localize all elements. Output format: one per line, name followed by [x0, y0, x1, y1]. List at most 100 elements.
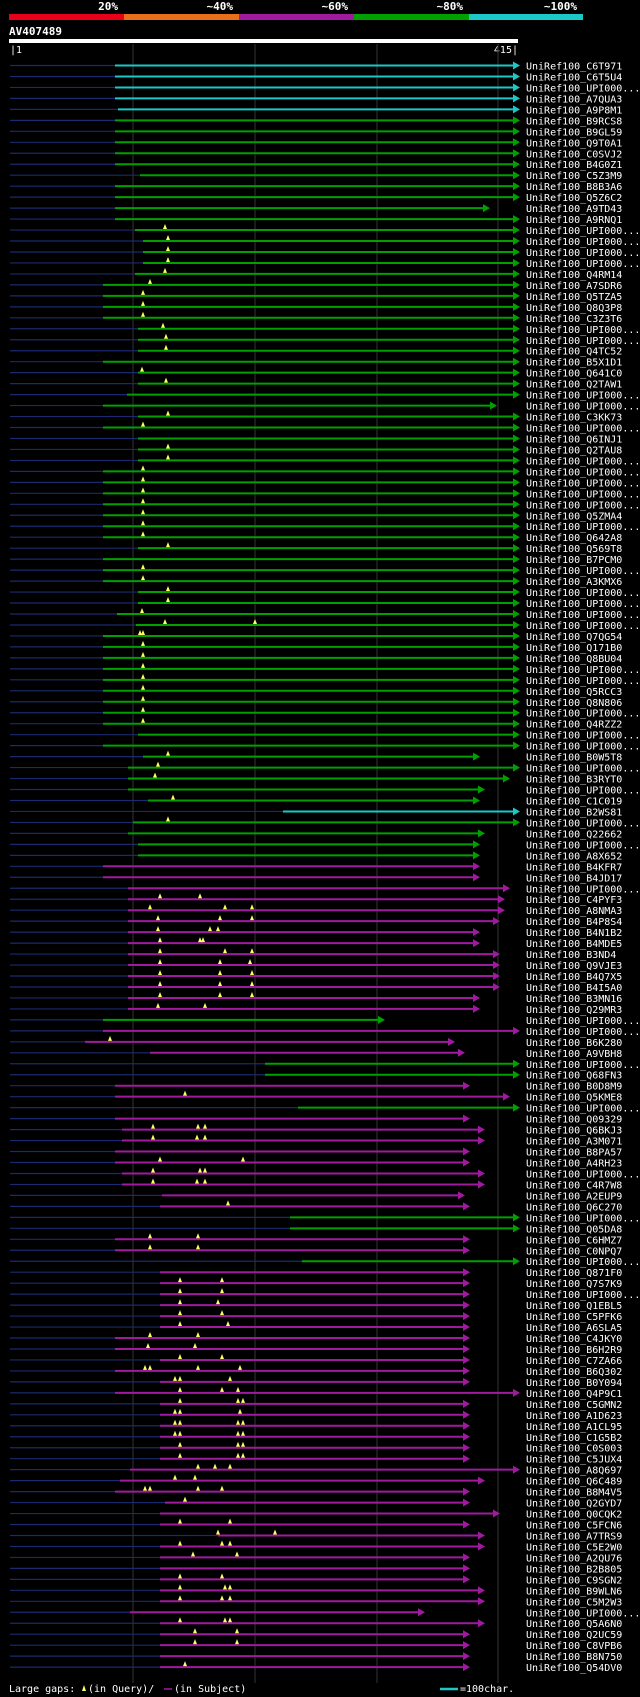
hit-label[interactable]: UniRef100_UPI000...: [526, 391, 640, 402]
hit-label[interactable]: UniRef100_UPI000...: [526, 424, 640, 435]
hit-row[interactable]: UniRef100_UPI000...: [10, 487, 640, 500]
hit-row[interactable]: UniRef100_A9TD43: [10, 204, 622, 215]
hit-label[interactable]: UniRef100_A7SDR6: [526, 281, 622, 292]
hit-row[interactable]: UniRef100_C5E2W0: [10, 1540, 622, 1553]
hit-label[interactable]: UniRef100_UPI000...: [526, 500, 640, 511]
hit-row[interactable]: UniRef100_UPI000...: [10, 662, 640, 676]
hit-row[interactable]: UniRef100_UPI000...: [10, 1015, 640, 1027]
hit-row[interactable]: UniRef100_B0D8M9: [10, 1081, 622, 1093]
hit-row[interactable]: UniRef100_A1CL95: [10, 1419, 622, 1433]
hit-label[interactable]: UniRef100_A1D623: [526, 1411, 622, 1422]
hit-label[interactable]: UniRef100_UPI000...: [526, 83, 640, 94]
hit-label[interactable]: UniRef100_Q5Z6C2: [526, 193, 622, 204]
hit-row[interactable]: UniRef100_B9RCS8: [10, 116, 622, 127]
hit-label[interactable]: UniRef100_C3KK73: [526, 413, 622, 424]
hit-label[interactable]: UniRef100_UPI000...: [526, 566, 640, 577]
hit-row[interactable]: UniRef100_B5X1D1: [10, 357, 622, 369]
hit-label[interactable]: UniRef100_B2WS81: [526, 807, 622, 818]
hit-row[interactable]: UniRef100_UPI000...: [10, 235, 640, 248]
hit-label[interactable]: UniRef100_A7QUA3: [526, 94, 622, 105]
hit-label[interactable]: UniRef100_UPI000...: [526, 621, 640, 632]
hit-label[interactable]: UniRef100_Q54DV0: [526, 1663, 622, 1674]
hit-row[interactable]: UniRef100_A6SLA5: [10, 1321, 622, 1334]
hit-label[interactable]: UniRef100_UPI000...: [526, 884, 640, 895]
hit-label[interactable]: UniRef100_Q4TC52: [526, 347, 622, 358]
hit-row[interactable]: UniRef100_Q5RCC3: [10, 684, 622, 698]
hit-row[interactable]: UniRef100_Q7S7K9: [10, 1277, 622, 1290]
hit-row[interactable]: UniRef100_UPI000...: [10, 884, 640, 895]
hit-label[interactable]: UniRef100_C1C019: [526, 796, 622, 807]
hit-label[interactable]: UniRef100_B8B3A6: [526, 182, 622, 193]
hit-label[interactable]: UniRef100_A8Q697: [526, 1466, 622, 1477]
hit-label[interactable]: UniRef100_B3MN16: [526, 994, 622, 1005]
hit-row[interactable]: UniRef100_A9VBH8: [10, 1048, 622, 1060]
hit-label[interactable]: UniRef100_UPI000...: [526, 676, 640, 687]
hit-label[interactable]: UniRef100_B9RCS8: [526, 116, 622, 127]
hit-row[interactable]: UniRef100_Q2GYD7: [10, 1496, 622, 1510]
hit-label[interactable]: UniRef100_Q2TAU8: [526, 445, 622, 456]
hit-label[interactable]: UniRef100_A1CL95: [526, 1422, 622, 1433]
hit-row[interactable]: UniRef100_UPI000...: [10, 83, 640, 94]
hit-label[interactable]: UniRef100_C0S003: [526, 1444, 622, 1455]
hit-row[interactable]: UniRef100_B4I5A0: [10, 980, 622, 994]
hit-label[interactable]: UniRef100_Q4RM14: [526, 270, 622, 281]
hit-label[interactable]: UniRef100_UPI000...: [526, 709, 640, 720]
hit-row[interactable]: UniRef100_UPI000...: [10, 256, 640, 270]
hit-row[interactable]: UniRef100_Q54DV0: [10, 1661, 622, 1674]
hit-label[interactable]: UniRef100_Q641C0: [526, 369, 622, 380]
hit-row[interactable]: UniRef100_UPI000...: [10, 608, 640, 621]
hit-label[interactable]: UniRef100_UPI000...: [526, 1104, 640, 1115]
hit-label[interactable]: UniRef100_C5FCN6: [526, 1521, 622, 1532]
hit-label[interactable]: UniRef100_UPI000...: [526, 478, 640, 489]
hit-row[interactable]: UniRef100_B4G0Z1: [10, 160, 622, 171]
hit-label[interactable]: UniRef100_C9SGN2: [526, 1575, 622, 1586]
hit-row[interactable]: UniRef100_Q4RZZ2: [10, 717, 622, 731]
hit-label[interactable]: UniRef100_Q6BKJ3: [526, 1126, 622, 1137]
hit-label[interactable]: UniRef100_C5M2W3: [526, 1597, 622, 1608]
hit-row[interactable]: UniRef100_B6H2R9: [10, 1342, 622, 1356]
hit-row[interactable]: UniRef100_C5GMN2: [10, 1397, 622, 1411]
hit-row[interactable]: UniRef100_Q8BU04: [10, 651, 622, 665]
hit-label[interactable]: UniRef100_A7TRS9: [526, 1531, 622, 1542]
hit-row[interactable]: UniRef100_B4KFR7: [10, 862, 622, 873]
hit-label[interactable]: UniRef100_B6H2R9: [526, 1345, 622, 1356]
hit-label[interactable]: UniRef100_A9VBH8: [526, 1049, 622, 1060]
hit-label[interactable]: UniRef100_A3KMX6: [526, 577, 622, 588]
hit-label[interactable]: UniRef100_UPI000...: [526, 456, 640, 467]
hit-row[interactable]: UniRef100_B0Y094: [10, 1375, 622, 1389]
hit-row[interactable]: UniRef100_Q1EBL5: [10, 1299, 622, 1312]
hit-row[interactable]: UniRef100_C0NPQ7: [10, 1244, 622, 1257]
hit-row[interactable]: UniRef100_B8M4V5: [10, 1485, 622, 1499]
hit-label[interactable]: UniRef100_Q5A6N0: [526, 1619, 622, 1630]
hit-row[interactable]: UniRef100_C5JUX4: [10, 1452, 622, 1466]
hit-label[interactable]: UniRef100_A2QU76: [526, 1553, 622, 1564]
hit-row[interactable]: UniRef100_UPI000...: [10, 816, 640, 829]
hit-label[interactable]: UniRef100_Q2UC59: [526, 1630, 622, 1641]
hit-label[interactable]: UniRef100_UPI000...: [526, 599, 640, 610]
hit-label[interactable]: UniRef100_Q4RZZ2: [526, 720, 622, 731]
hit-label[interactable]: UniRef100_Q6C489: [526, 1477, 622, 1488]
hit-label[interactable]: UniRef100_Q0CQK2: [526, 1510, 622, 1521]
hit-row[interactable]: UniRef100_Q5TZA5: [10, 289, 622, 303]
hit-row[interactable]: UniRef100_UPI000...: [10, 224, 640, 237]
hit-label[interactable]: UniRef100_Q7QG54: [526, 632, 622, 643]
hit-row[interactable]: UniRef100_UPI000...: [10, 498, 640, 511]
hit-label[interactable]: UniRef100_C6T5U4: [526, 72, 622, 83]
hit-label[interactable]: UniRef100_Q5ZMA4: [526, 511, 622, 522]
hit-row[interactable]: UniRef100_B3ND4: [10, 948, 616, 961]
hit-row[interactable]: UniRef100_B2WS81: [10, 807, 622, 818]
hit-label[interactable]: UniRef100_C6HMZ7: [526, 1235, 622, 1246]
hit-label[interactable]: UniRef100_C5Z3M9: [526, 171, 622, 182]
hit-label[interactable]: UniRef100_UPI000...: [526, 588, 640, 599]
hit-label[interactable]: UniRef100_UPI000...: [526, 786, 640, 797]
hit-label[interactable]: UniRef100_UPI000...: [526, 489, 640, 500]
hit-row[interactable]: UniRef100_C4JKY0: [10, 1332, 622, 1345]
hit-label[interactable]: UniRef100_UPI000...: [526, 764, 640, 775]
hit-row[interactable]: UniRef100_UPI000...: [10, 1059, 640, 1071]
hit-label[interactable]: UniRef100_B4N1B2: [526, 928, 622, 939]
hit-label[interactable]: UniRef100_UPI000...: [526, 237, 640, 248]
hit-row[interactable]: UniRef100_A3KMX6: [10, 575, 622, 588]
hit-row[interactable]: UniRef100_UPI000...: [10, 761, 640, 775]
hit-row[interactable]: UniRef100_B8N750: [10, 1652, 622, 1663]
hit-row[interactable]: UniRef100_A7TRS9: [10, 1529, 622, 1542]
